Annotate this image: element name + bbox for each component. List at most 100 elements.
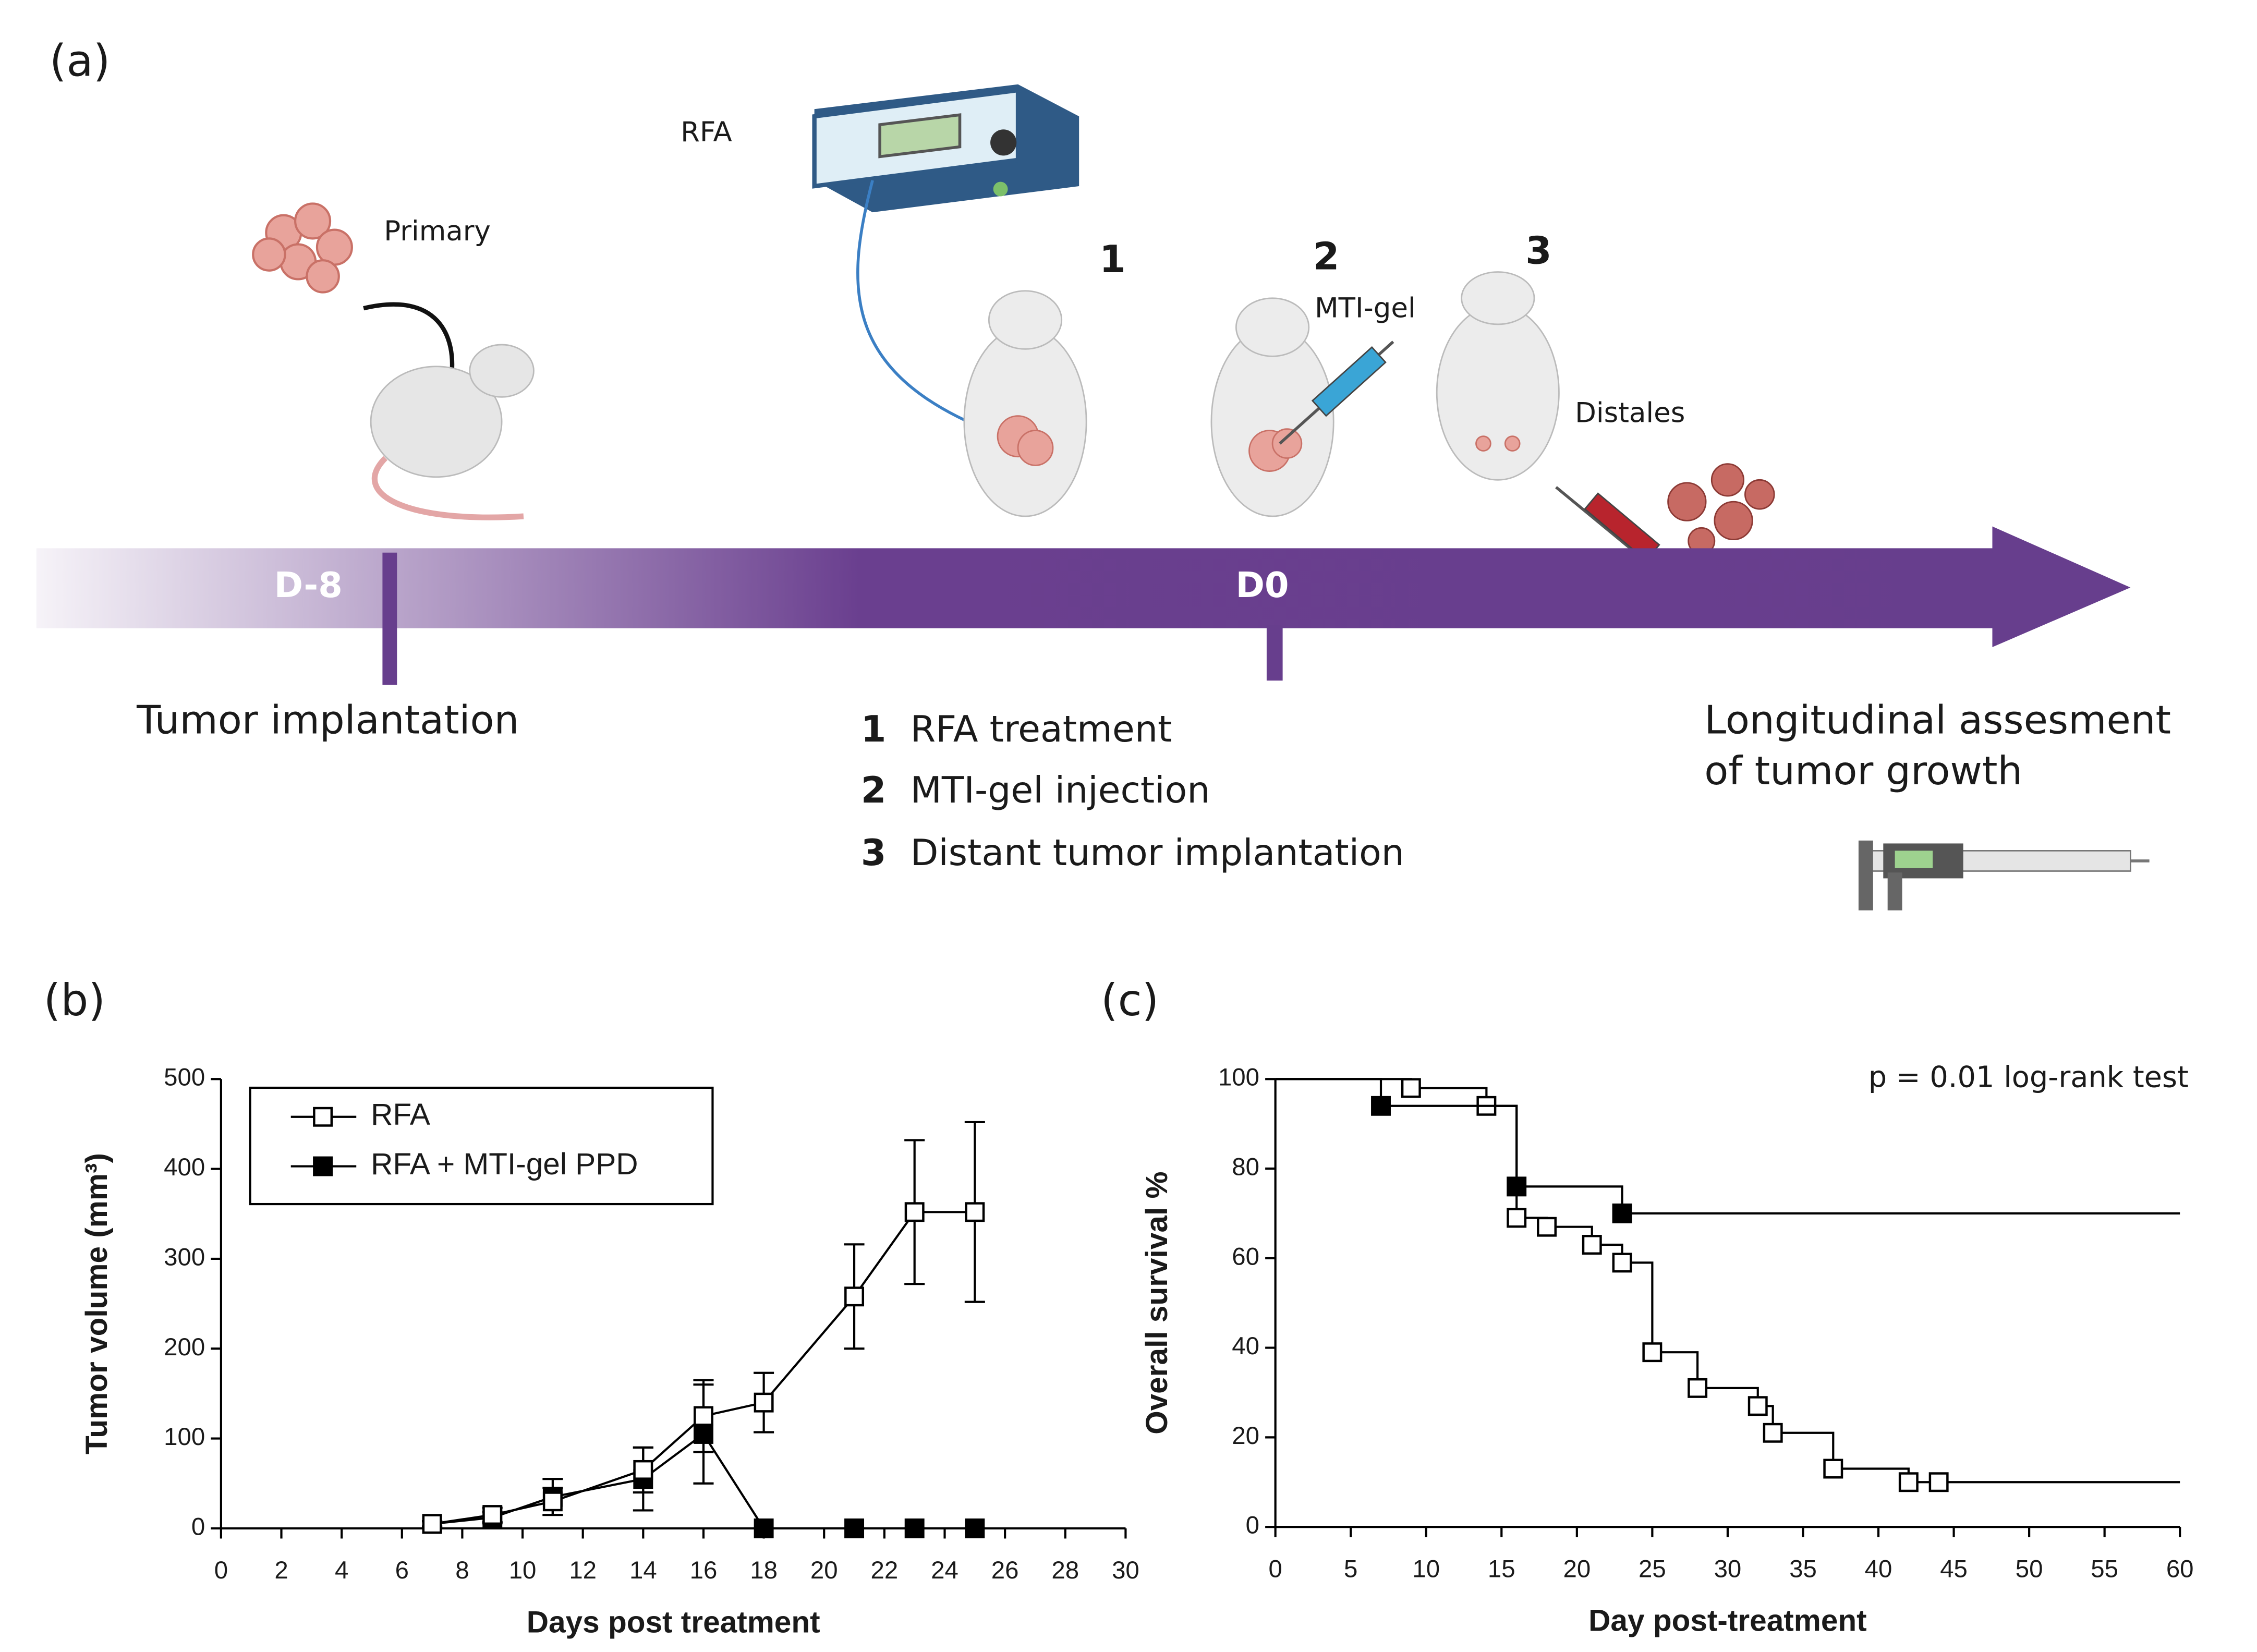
marker — [1823, 1459, 1843, 1479]
x-tick-label: 10 — [509, 1557, 537, 1584]
x-tick-label: 22 — [871, 1557, 899, 1584]
y-axis-label: Overall survival % — [1140, 1171, 1174, 1434]
x-tick-label: 0 — [214, 1557, 228, 1584]
step-text: Longitudinal assesment — [1704, 697, 2171, 743]
x-tick-label: 28 — [1051, 1557, 1079, 1584]
survival-curve — [1275, 1078, 2180, 1214]
primary-label: Primary — [384, 215, 491, 247]
y-tick-label: 60 — [1232, 1243, 1259, 1270]
marker — [1748, 1396, 1768, 1416]
x-tick-label: 35 — [1789, 1555, 1817, 1583]
x-tick-label: 8 — [455, 1557, 469, 1584]
marker — [754, 1392, 774, 1413]
legend-label: RFA — [371, 1098, 430, 1132]
x-tick-label: 45 — [1940, 1555, 1968, 1583]
marker — [694, 1424, 713, 1444]
x-tick-label: 20 — [810, 1557, 838, 1584]
x-tick-label: 16 — [690, 1557, 718, 1584]
marker — [542, 1491, 563, 1512]
y-tick-label: 20 — [1232, 1422, 1259, 1450]
x-tick-label: 20 — [1563, 1555, 1591, 1583]
x-tick-label: 18 — [750, 1557, 778, 1584]
tumors — [997, 415, 1521, 472]
mice — [963, 271, 1560, 517]
step-number: 3 — [1525, 229, 1551, 273]
timepoint-marker — [1266, 625, 1283, 681]
y-tick-label: 0 — [1246, 1512, 1259, 1539]
marker — [844, 1286, 865, 1307]
legend-text: MTI-gel injection — [911, 769, 1210, 811]
marker — [1612, 1203, 1632, 1223]
marker — [1401, 1078, 1421, 1098]
survival-curve — [1275, 1078, 2180, 1484]
y-tick-label: 400 — [164, 1153, 205, 1181]
y-tick-label: 200 — [164, 1333, 205, 1361]
legend-box — [249, 1086, 714, 1206]
x-tick-label: 10 — [1412, 1555, 1440, 1583]
marker — [1537, 1217, 1557, 1237]
y-tick-label: 500 — [164, 1064, 205, 1091]
marker — [904, 1518, 925, 1538]
marker — [1582, 1235, 1602, 1255]
marker — [694, 1406, 713, 1426]
x-tick-label: 24 — [931, 1557, 958, 1584]
x-tick-label: 60 — [2166, 1555, 2194, 1583]
x-axis-label: Days post treatment — [527, 1605, 820, 1639]
marker — [965, 1518, 985, 1538]
marker — [1507, 1208, 1527, 1228]
x-tick-label: 55 — [2091, 1555, 2118, 1583]
marker — [1371, 1096, 1391, 1116]
y-tick-label: 100 — [1218, 1064, 1259, 1091]
step-number: 2 — [1313, 235, 1339, 278]
x-tick-label: 15 — [1488, 1555, 1515, 1583]
x-tick-label: 26 — [991, 1557, 1019, 1584]
marker — [1642, 1342, 1663, 1363]
marker — [1507, 1176, 1527, 1197]
caliper — [1858, 840, 2150, 910]
distant-cells — [1667, 463, 1775, 555]
x-tick-label: 40 — [1865, 1555, 1892, 1583]
marker — [633, 1460, 653, 1480]
legend-number: 3 — [861, 832, 887, 874]
y-tick-label: 0 — [191, 1513, 205, 1540]
marker — [1688, 1378, 1708, 1398]
marker — [965, 1202, 985, 1222]
marker — [1612, 1253, 1632, 1273]
panel-label: (c) — [1101, 975, 1159, 1026]
x-tick-label: 30 — [1112, 1557, 1139, 1584]
marker — [844, 1518, 865, 1538]
x-tick-label: 4 — [335, 1557, 348, 1584]
syringes — [1279, 341, 1681, 590]
y-tick-label: 80 — [1232, 1153, 1259, 1181]
y-tick-label: 100 — [164, 1423, 205, 1451]
timeline-arrow — [1992, 526, 2131, 647]
x-tick-label: 12 — [569, 1557, 597, 1584]
marker — [422, 1514, 442, 1534]
step-text: of tumor growth — [1704, 748, 2022, 794]
mouse — [370, 344, 535, 520]
marker — [754, 1518, 774, 1538]
distales-label: Distales — [1575, 397, 1685, 429]
x-axis-label: Day post-treatment — [1588, 1604, 1867, 1638]
marker — [1763, 1423, 1783, 1443]
legend-marker — [313, 1156, 333, 1176]
device-label: RFA — [681, 116, 732, 148]
timeline — [36, 548, 1996, 628]
x-tick-label: 14 — [629, 1557, 657, 1584]
mti-gel-label: MTI-gel — [1315, 293, 1416, 324]
x-tick-label: 6 — [395, 1557, 409, 1584]
legend-text: Distant tumor implantation — [911, 832, 1404, 874]
rfa-device — [812, 84, 1079, 438]
annotation: p = 0.01 log-rank test — [1868, 1060, 2189, 1094]
legend-marker — [313, 1107, 333, 1127]
panel-label: (a) — [50, 35, 111, 87]
legend-label: RFA + MTI-gel PPD — [371, 1147, 638, 1181]
timepoint: D0 — [1236, 565, 1289, 605]
timepoint: D-8 — [274, 565, 343, 605]
marker — [482, 1505, 503, 1525]
step-number: 1 — [1099, 238, 1125, 282]
y-tick-label: 300 — [164, 1243, 205, 1271]
x-tick-label: 30 — [1714, 1555, 1742, 1583]
